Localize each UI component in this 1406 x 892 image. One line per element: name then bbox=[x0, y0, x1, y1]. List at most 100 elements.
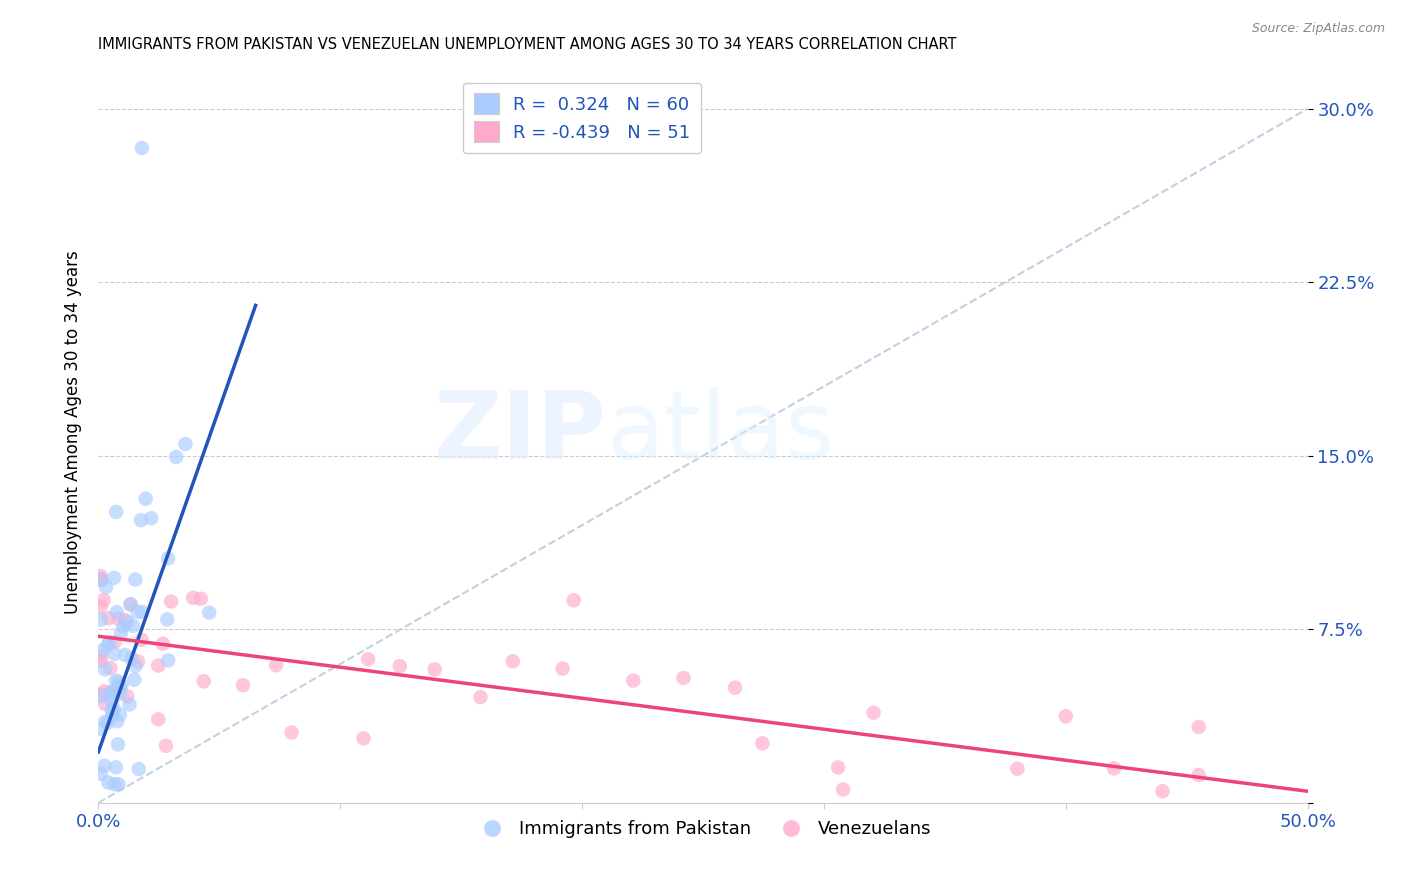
Point bbox=[93, 684, 115, 698]
Point bbox=[127, 655, 149, 669]
Point bbox=[672, 671, 695, 685]
Point bbox=[107, 777, 129, 791]
Point bbox=[832, 782, 855, 797]
Point bbox=[160, 594, 183, 608]
Point bbox=[156, 612, 179, 626]
Point bbox=[1102, 761, 1125, 775]
Point bbox=[97, 775, 120, 789]
Point bbox=[97, 638, 120, 652]
Legend: Immigrants from Pakistan, Venezuelans: Immigrants from Pakistan, Venezuelans bbox=[467, 814, 939, 846]
Point bbox=[90, 572, 112, 586]
Point bbox=[157, 551, 180, 566]
Point bbox=[101, 684, 124, 698]
Point bbox=[90, 649, 112, 664]
Point bbox=[131, 632, 153, 647]
Point bbox=[103, 571, 125, 585]
Point bbox=[90, 767, 112, 781]
Point bbox=[101, 695, 124, 709]
Point bbox=[91, 643, 114, 657]
Point bbox=[423, 662, 446, 676]
Point bbox=[551, 662, 574, 676]
Point bbox=[502, 654, 524, 668]
Point bbox=[1007, 762, 1029, 776]
Point bbox=[1188, 720, 1211, 734]
Point bbox=[1054, 709, 1077, 723]
Point bbox=[190, 591, 212, 606]
Point bbox=[751, 736, 773, 750]
Point bbox=[104, 684, 127, 698]
Point bbox=[128, 762, 150, 776]
Point bbox=[94, 580, 117, 594]
Point bbox=[120, 651, 142, 665]
Point bbox=[90, 722, 112, 736]
Y-axis label: Unemployment Among Ages 30 to 34 years: Unemployment Among Ages 30 to 34 years bbox=[63, 251, 82, 615]
Point bbox=[110, 626, 132, 640]
Point bbox=[264, 658, 287, 673]
Point bbox=[118, 698, 141, 712]
Point bbox=[103, 647, 125, 661]
Text: IMMIGRANTS FROM PAKISTAN VS VENEZUELAN UNEMPLOYMENT AMONG AGES 30 TO 34 YEARS CO: IMMIGRANTS FROM PAKISTAN VS VENEZUELAN U… bbox=[98, 37, 957, 52]
Point bbox=[104, 635, 127, 649]
Point bbox=[98, 635, 121, 649]
Point bbox=[90, 613, 112, 627]
Point bbox=[827, 760, 849, 774]
Point bbox=[862, 706, 884, 720]
Point bbox=[174, 437, 197, 451]
Point bbox=[97, 611, 120, 625]
Point bbox=[96, 715, 118, 730]
Point bbox=[100, 703, 122, 717]
Point bbox=[108, 707, 131, 722]
Text: atlas: atlas bbox=[606, 386, 835, 479]
Point bbox=[1188, 768, 1211, 782]
Point bbox=[107, 674, 129, 689]
Point bbox=[131, 605, 153, 619]
Point bbox=[117, 690, 139, 704]
Point bbox=[93, 593, 115, 607]
Point bbox=[124, 673, 146, 687]
Point bbox=[152, 637, 174, 651]
Point bbox=[148, 658, 170, 673]
Point bbox=[90, 599, 112, 614]
Point bbox=[232, 678, 254, 692]
Point bbox=[94, 662, 117, 676]
Point bbox=[103, 702, 125, 716]
Point bbox=[198, 606, 221, 620]
Point bbox=[1152, 784, 1174, 798]
Point bbox=[193, 674, 215, 689]
Point bbox=[127, 605, 149, 619]
Point bbox=[108, 687, 131, 701]
Point bbox=[94, 714, 117, 729]
Point bbox=[107, 612, 129, 626]
Point bbox=[101, 685, 124, 699]
Point bbox=[108, 680, 131, 694]
Point bbox=[90, 569, 112, 583]
Point bbox=[104, 673, 127, 688]
Point bbox=[101, 707, 124, 722]
Point bbox=[94, 697, 117, 711]
Point bbox=[470, 690, 492, 705]
Point bbox=[124, 573, 146, 587]
Point bbox=[110, 678, 132, 692]
Point bbox=[141, 511, 163, 525]
Point bbox=[90, 573, 112, 587]
Point bbox=[120, 598, 142, 612]
Point bbox=[562, 593, 585, 607]
Point bbox=[105, 714, 128, 728]
Point bbox=[105, 505, 128, 519]
Point bbox=[155, 739, 177, 753]
Point bbox=[90, 688, 112, 702]
Point bbox=[117, 615, 139, 629]
Point bbox=[388, 659, 411, 673]
Point bbox=[165, 450, 187, 464]
Point bbox=[103, 777, 125, 791]
Point bbox=[104, 760, 127, 774]
Point bbox=[125, 659, 148, 673]
Point bbox=[90, 654, 112, 668]
Point bbox=[353, 731, 375, 746]
Point bbox=[122, 619, 145, 633]
Point bbox=[280, 725, 302, 739]
Point bbox=[157, 653, 180, 667]
Point bbox=[120, 597, 142, 611]
Point bbox=[181, 591, 204, 605]
Point bbox=[148, 712, 170, 726]
